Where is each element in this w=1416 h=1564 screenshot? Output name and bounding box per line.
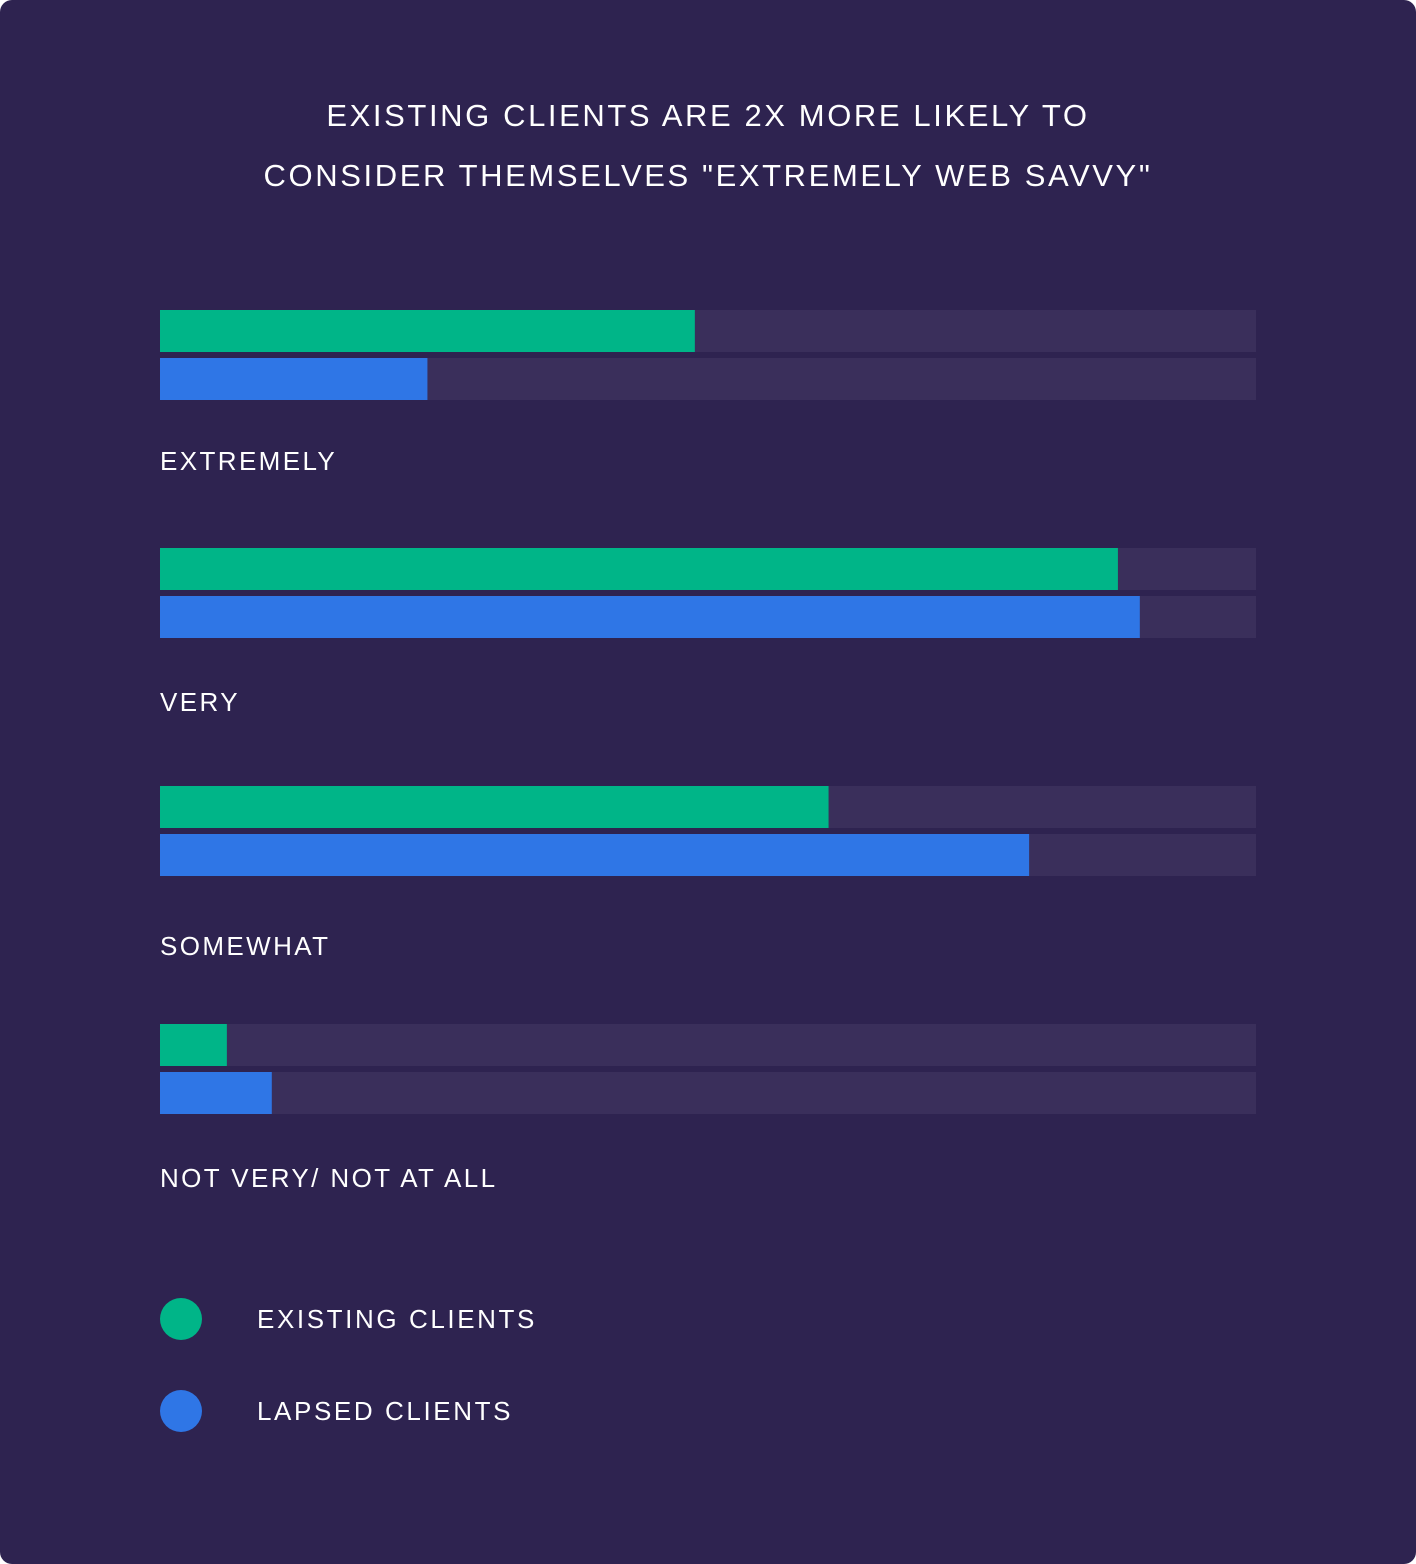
bar-very-existing-clients: [160, 548, 1118, 590]
bar-extremely-existing-clients: [160, 310, 695, 352]
bar-not-very-not-at-all-lapsed-clients: [160, 1072, 272, 1114]
bar-track-not-very-not-at-all-existing-clients: [160, 1024, 1256, 1066]
category-label-extremely: EXTREMELY: [160, 446, 337, 476]
bar-track-not-very-not-at-all-lapsed-clients: [160, 1072, 1256, 1114]
legend-label-existing-clients: EXISTING CLIENTS: [257, 1303, 537, 1334]
legend-label-lapsed-clients: LAPSED CLIENTS: [257, 1395, 514, 1426]
category-label-very: VERY: [160, 687, 240, 717]
bar-not-very-not-at-all-existing-clients: [160, 1024, 227, 1066]
legend-item-lapsed-clients: LAPSED CLIENTS: [160, 1390, 513, 1432]
bar-somewhat-lapsed-clients: [160, 834, 1030, 876]
bar-very-lapsed-clients: [160, 596, 1140, 638]
legend-swatch-lapsed-clients: [160, 1390, 202, 1432]
legend-swatch-existing-clients: [160, 1298, 202, 1340]
chart-title-line-2: CONSIDER THEMSELVES "EXTREMELY WEB SAVVY…: [263, 158, 1153, 193]
chart-title-line-1: EXISTING CLIENTS ARE 2X MORE LIKELY TO: [326, 98, 1090, 133]
category-label-not-very-not-at-all: NOT VERY/ NOT AT ALL: [160, 1163, 498, 1193]
bar-extremely-lapsed-clients: [160, 358, 428, 400]
category-label-somewhat: SOMEWHAT: [160, 931, 330, 961]
bar-somewhat-existing-clients: [160, 786, 829, 828]
legend-item-existing-clients: EXISTING CLIENTS: [160, 1298, 537, 1340]
